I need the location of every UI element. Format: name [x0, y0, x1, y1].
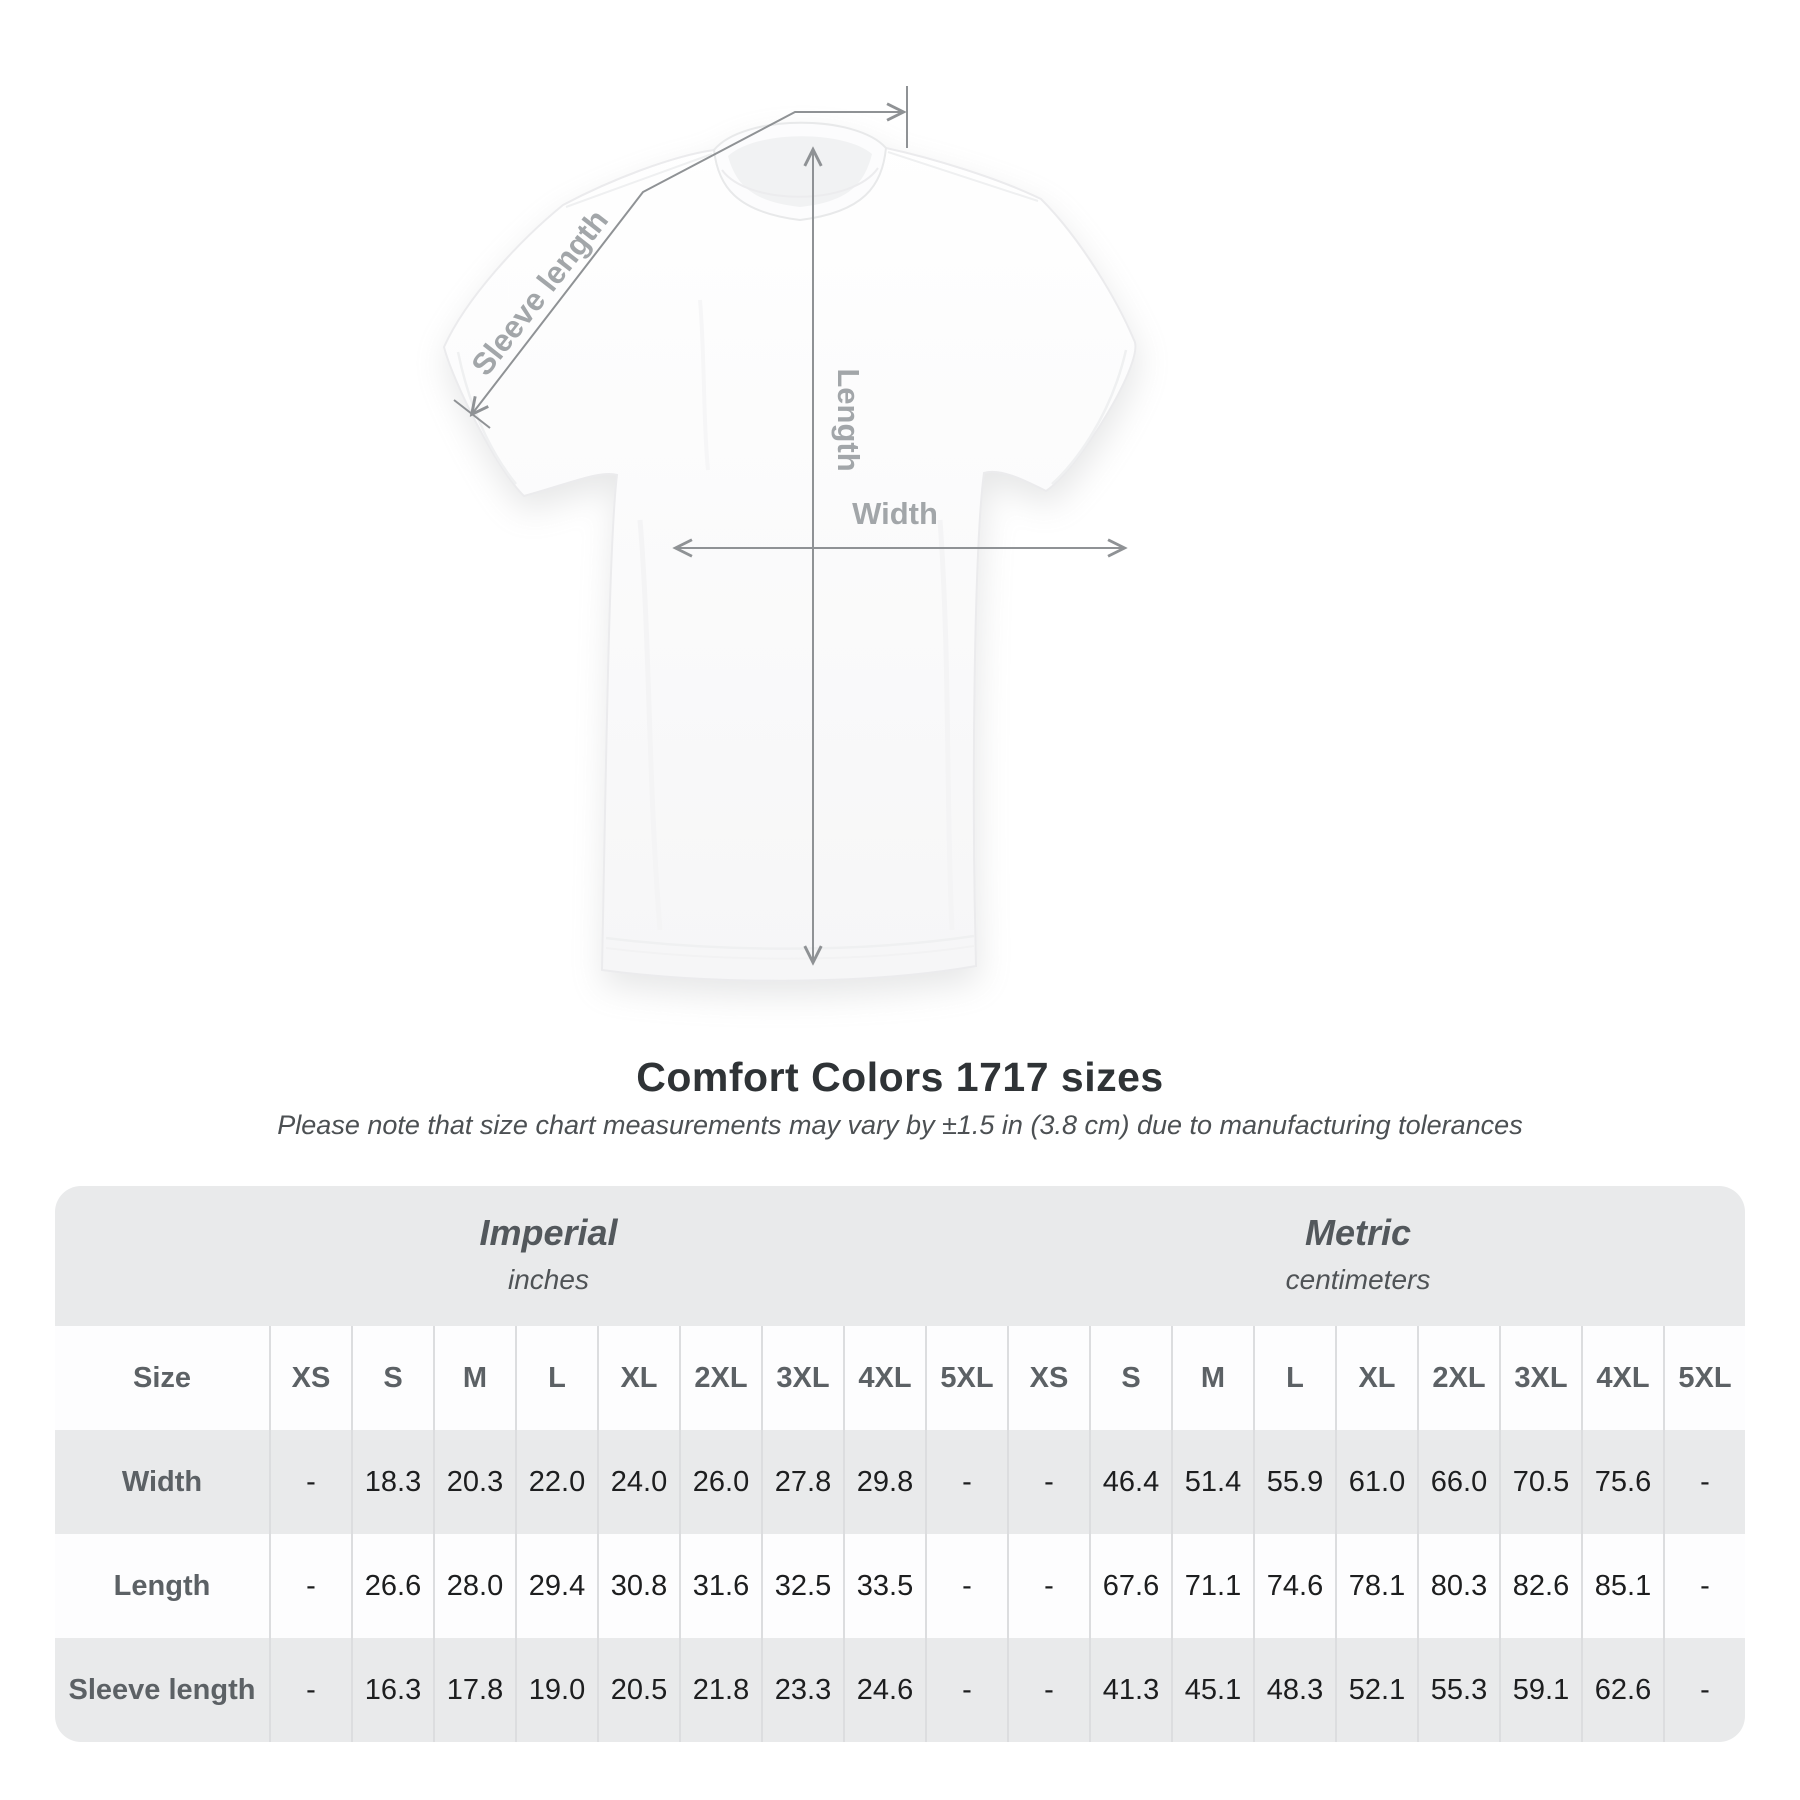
value-cell: 21.8 — [679, 1638, 761, 1742]
size-header-cell: 3XL — [1499, 1326, 1581, 1430]
row-label-length: Length — [55, 1534, 269, 1638]
size-grid: Size XS S M L XL 2XL 3XL 4XL 5XL XS S M … — [55, 1326, 1745, 1742]
imperial-unit: inches — [508, 1264, 589, 1295]
value-cell: 32.5 — [761, 1534, 843, 1638]
value-cell: 33.5 — [843, 1534, 925, 1638]
metric-unit: centimeters — [1285, 1264, 1431, 1295]
value-cell: 19.0 — [515, 1638, 597, 1742]
sleeve-length-arrow — [453, 86, 908, 429]
value-cell: 74.6 — [1253, 1534, 1335, 1638]
size-header-cell: 5XL — [1663, 1326, 1745, 1430]
size-header-cell: 2XL — [1417, 1326, 1499, 1430]
value-cell: 51.4 — [1171, 1430, 1253, 1534]
value-cell: 61.0 — [1335, 1430, 1417, 1534]
value-cell: 46.4 — [1089, 1430, 1171, 1534]
value-cell: 70.5 — [1499, 1430, 1581, 1534]
row-label-sleeve-length: Sleeve length — [68, 1673, 256, 1706]
sleeve-tick — [453, 399, 491, 429]
unit-header-metric: Metric centimeters — [1286, 1186, 1431, 1326]
value-cell: - — [925, 1430, 1007, 1534]
unit-header-imperial: Imperial inches — [479, 1186, 617, 1326]
size-header-cell: 2XL — [679, 1326, 761, 1430]
value-cell: 45.1 — [1171, 1638, 1253, 1742]
size-header-cell: XS — [269, 1326, 351, 1430]
value-cell: 52.1 — [1335, 1638, 1417, 1742]
value-cell: 78.1 — [1335, 1534, 1417, 1638]
size-header-cell: L — [1253, 1326, 1335, 1430]
value-cell: 17.8 — [433, 1638, 515, 1742]
size-header-cell: L — [515, 1326, 597, 1430]
value-cell: 24.6 — [843, 1638, 925, 1742]
value-cell: 62.6 — [1581, 1638, 1663, 1742]
value-cell: 26.6 — [351, 1534, 433, 1638]
value-cell: 27.8 — [761, 1430, 843, 1534]
value-cell: - — [269, 1638, 351, 1742]
value-cell: 29.4 — [515, 1534, 597, 1638]
value-cell: - — [1663, 1638, 1745, 1742]
value-cell: 41.3 — [1089, 1638, 1171, 1742]
value-cell: 80.3 — [1417, 1534, 1499, 1638]
size-col-header: Size — [55, 1326, 269, 1430]
value-cell: 71.1 — [1171, 1534, 1253, 1638]
size-header-cell: XS — [1007, 1326, 1089, 1430]
value-cell: 31.6 — [679, 1534, 761, 1638]
size-header-cell: XL — [1335, 1326, 1417, 1430]
length-label: Length — [831, 368, 866, 471]
size-header-cell: S — [351, 1326, 433, 1430]
value-cell: 18.3 — [351, 1430, 433, 1534]
value-cell: 85.1 — [1581, 1534, 1663, 1638]
value-cell: 29.8 — [843, 1430, 925, 1534]
tshirt-graphic — [442, 121, 1137, 982]
metric-label: Metric — [1304, 1212, 1411, 1253]
size-header-cell: XL — [597, 1326, 679, 1430]
value-cell: 75.6 — [1581, 1430, 1663, 1534]
size-header-cell: M — [1171, 1326, 1253, 1430]
page-title: Comfort Colors 1717 sizes — [636, 1054, 1164, 1100]
row-label-width: Width — [121, 1465, 203, 1498]
value-cell: - — [1007, 1638, 1089, 1742]
size-table: Imperial inches Metric centimeters Size … — [55, 1186, 1745, 1742]
value-cell: 66.0 — [1417, 1430, 1499, 1534]
value-cell: - — [1007, 1430, 1089, 1534]
value-cell: 48.3 — [1253, 1638, 1335, 1742]
size-header-cell: 4XL — [1581, 1326, 1663, 1430]
size-header-cell: 3XL — [761, 1326, 843, 1430]
size-header-cell: S — [1089, 1326, 1171, 1430]
tolerance-note: Please note that size chart measurements… — [277, 1110, 1523, 1140]
value-cell: 67.6 — [1089, 1534, 1171, 1638]
value-cell: - — [269, 1430, 351, 1534]
value-cell: 20.3 — [433, 1430, 515, 1534]
value-cell: 16.3 — [351, 1638, 433, 1742]
imperial-label: Imperial — [479, 1212, 618, 1253]
value-cell: - — [925, 1534, 1007, 1638]
value-cell: - — [1007, 1534, 1089, 1638]
value-cell: 24.0 — [597, 1430, 679, 1534]
value-cell: - — [1663, 1430, 1745, 1534]
value-cell: 28.0 — [433, 1534, 515, 1638]
value-cell: - — [925, 1638, 1007, 1742]
size-header-cell: M — [433, 1326, 515, 1430]
size-header-cell: 4XL — [843, 1326, 925, 1430]
value-cell: - — [269, 1534, 351, 1638]
value-cell: 26.0 — [679, 1430, 761, 1534]
value-cell: 55.9 — [1253, 1430, 1335, 1534]
value-cell: 23.3 — [761, 1638, 843, 1742]
value-cell: 82.6 — [1499, 1534, 1581, 1638]
size-header-cell: 5XL — [925, 1326, 1007, 1430]
value-cell: - — [1663, 1534, 1745, 1638]
width-label: Width — [852, 496, 938, 531]
tshirt-measurement-diagram: Sleeve length Length Width — [442, 86, 1137, 982]
value-cell: 22.0 — [515, 1430, 597, 1534]
value-cell: 59.1 — [1499, 1638, 1581, 1742]
value-cell: 20.5 — [597, 1638, 679, 1742]
value-cell: 30.8 — [597, 1534, 679, 1638]
value-cell: 55.3 — [1417, 1638, 1499, 1742]
